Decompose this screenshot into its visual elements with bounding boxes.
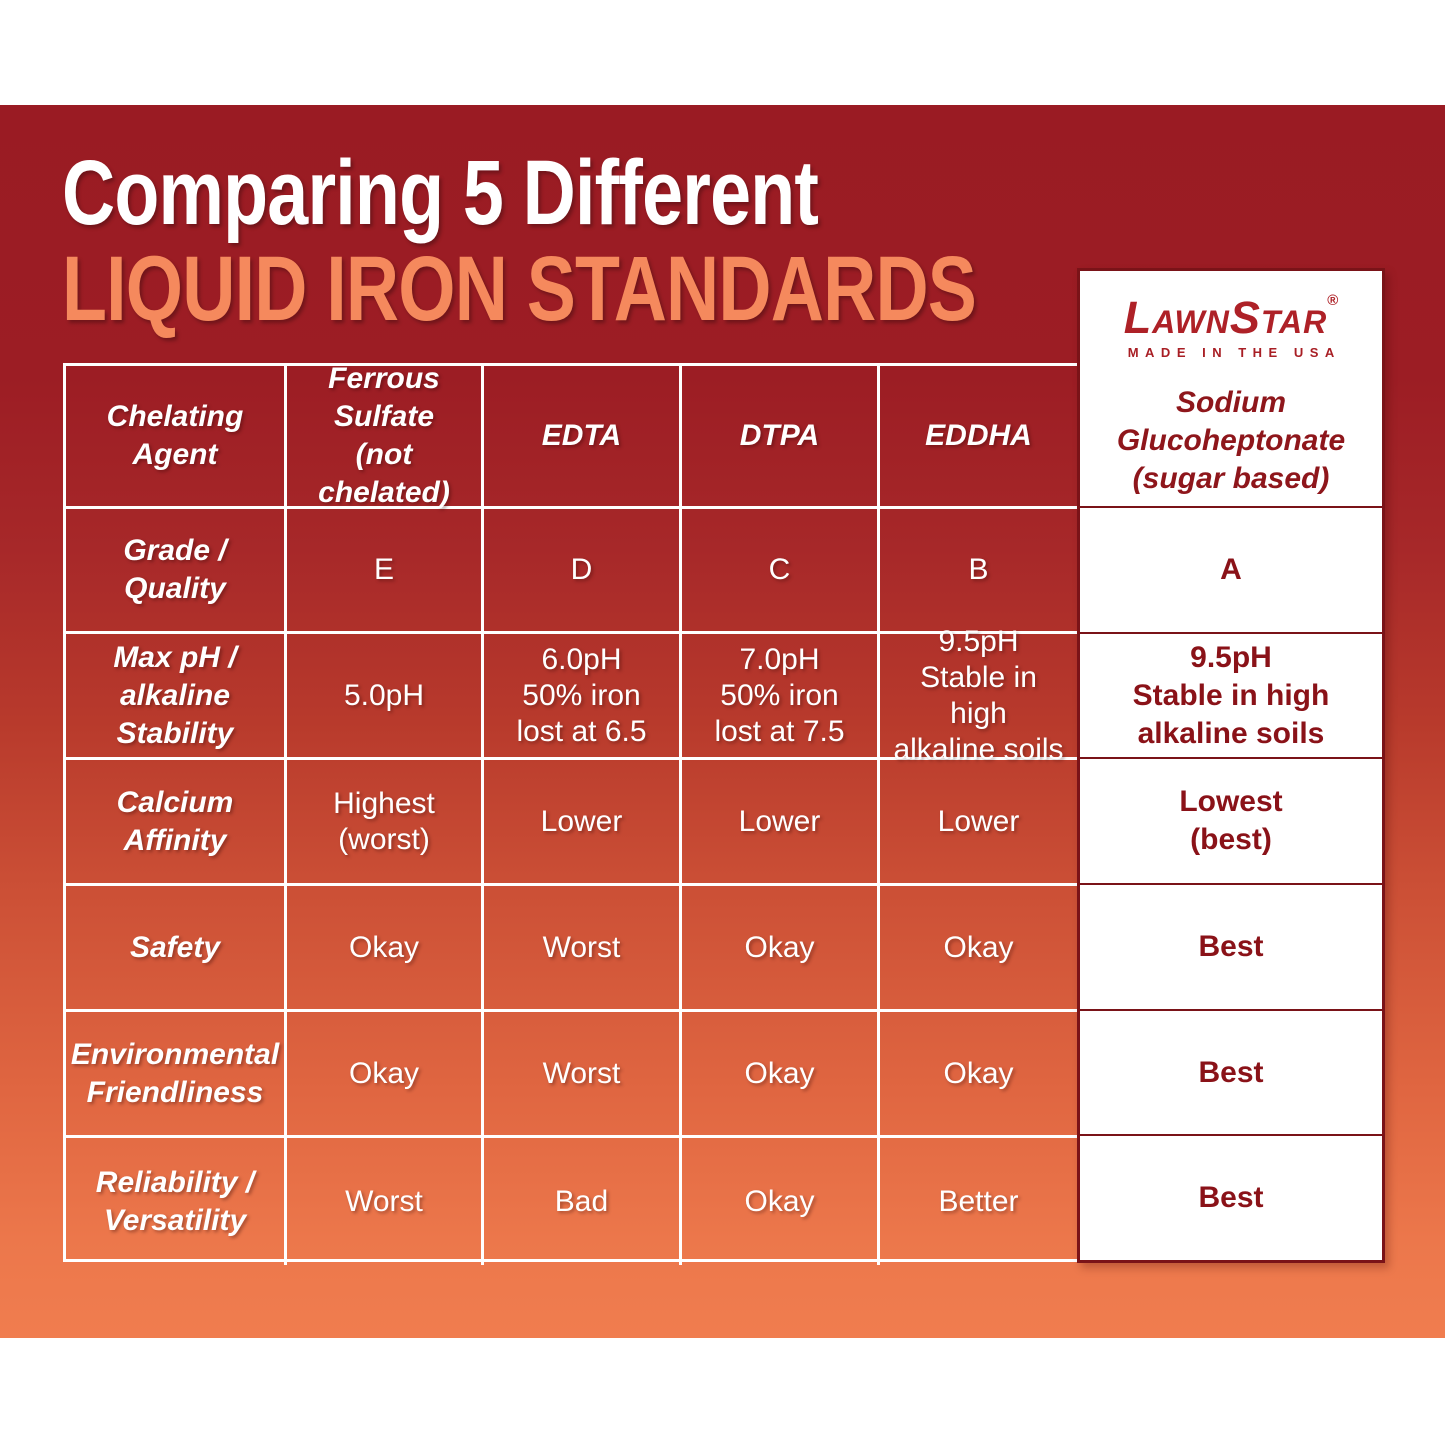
highlight-cell: Best [1080,1008,1382,1135]
value-cell: 7.0pH 50% iron lost at 7.5 [682,634,880,760]
value-cell: Worst [287,1138,484,1265]
header-standard-2: DTPA [682,366,880,509]
value-cell: Okay [682,1012,880,1138]
value-cell: 9.5pH Stable in high alkaline soils [880,625,1077,766]
row-label: Environmental Friendliness [66,1012,287,1138]
header-standard-3: EDDHA [880,366,1077,509]
highlight-cell: Best [1080,1134,1382,1260]
logo-tagline: MADE IN THE USA [1127,345,1341,360]
highlight-cell: 9.5pH Stable in high alkaline soils [1080,631,1382,758]
value-cell: Bad [484,1138,682,1265]
value-cell: Okay [287,886,484,1012]
row-label: Grade / Quality [66,509,287,634]
row-label: Max pH / alkaline Stability [66,634,287,760]
lawnstar-logo: LawnStar® [1124,293,1339,340]
logo-wordmark: LawnStar [1123,292,1328,343]
value-cell: D [484,509,682,634]
registered-trademark-icon: ® [1327,292,1339,309]
header-chelating-agent: Chelating Agent [66,366,287,509]
highlight-cell: A [1080,506,1382,632]
gradient-background: Comparing 5 Different LIQUID IRON STANDA… [0,105,1445,1338]
brand-section: LawnStar® MADE IN THE USA Sodium Glucohe… [1080,271,1382,506]
value-cell: Okay [682,1138,880,1265]
value-cell: 6.0pH 50% iron lost at 6.5 [484,634,682,760]
value-cell: Worst [484,1012,682,1138]
highlight-column: LawnStar® MADE IN THE USA Sodium Glucohe… [1077,268,1385,1263]
value-cell: Better [938,1184,1019,1218]
value-cell: Highest (worst) [287,760,484,886]
highlight-cell: Best [1080,883,1382,1009]
value-cell: Lower [682,760,880,886]
value-cell: 5.0pH [287,634,484,760]
value-cell: Okay [880,1012,1077,1138]
value-cell: Worst [484,886,682,1012]
value-cell: B [880,509,1077,634]
header-standard-1: EDTA [484,366,682,509]
title-line-1: Comparing 5 Different [62,142,819,244]
highlight-column-header: Sodium Glucoheptonate (sugar based) [1116,386,1346,495]
value-cell: Lower [484,760,682,886]
value-cell: Okay [682,886,880,1012]
row-label: Safety [66,886,287,1012]
value-cell: Okay [880,886,1077,1012]
comparison-table: Chelating Agent Ferrous Sulfate (not chel… [63,362,1385,1265]
value-cell: Okay [287,1012,484,1138]
value-cell: Lower [880,760,1077,886]
highlight-cell: Lowest (best) [1080,757,1382,883]
title-line-2: LIQUID IRON STANDARDS [62,238,977,340]
header-standard-0: Ferrous Sulfate (not chelated) [287,362,484,509]
row-label: Reliability / Versatility [66,1138,287,1265]
row-label: Calcium Affinity [66,760,287,886]
value-cell: E [287,509,484,634]
value-cell: C [682,509,880,634]
